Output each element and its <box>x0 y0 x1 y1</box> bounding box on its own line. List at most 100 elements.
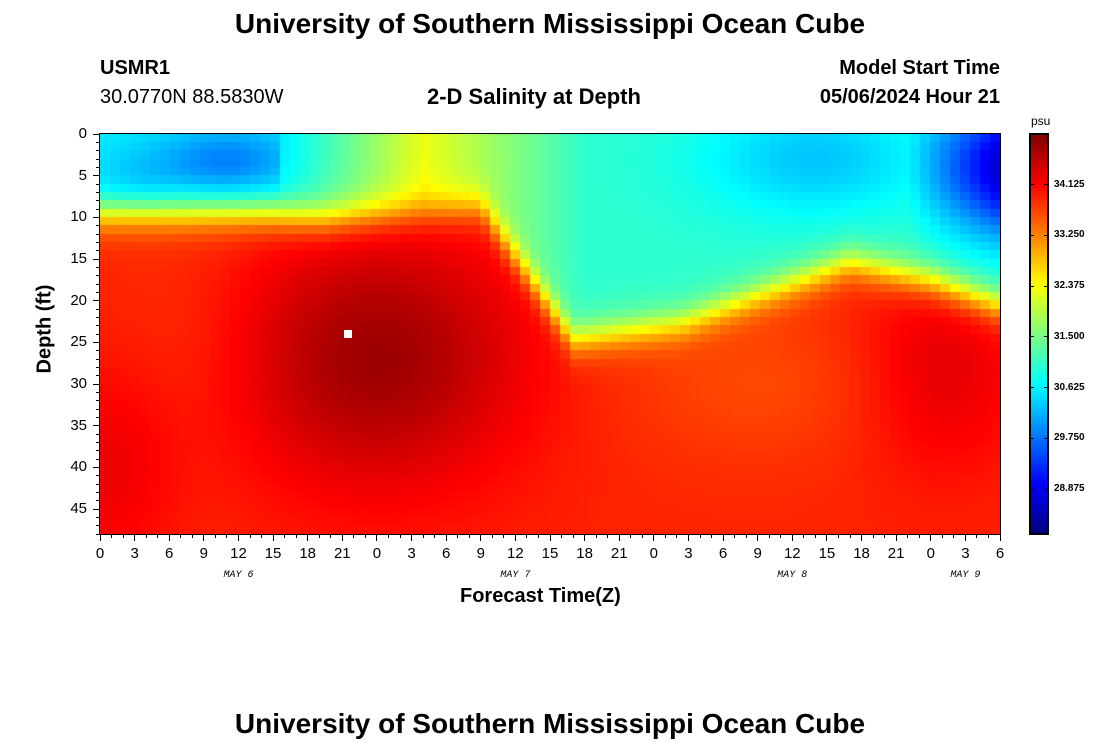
y-tick-mark <box>93 216 100 218</box>
colorbar-tick-mark <box>1044 488 1049 490</box>
y-minor-tick-mark <box>96 375 100 377</box>
y-minor-tick-mark <box>96 241 100 243</box>
y-minor-tick-mark <box>96 266 100 268</box>
x-minor-tick-mark <box>399 534 401 538</box>
y-minor-tick-mark <box>96 233 100 235</box>
y-tick-label: 20 <box>70 291 87 309</box>
x-tick-label: 18 <box>576 545 593 562</box>
colorbar-unit: psu <box>1031 114 1051 128</box>
y-tick-label: 40 <box>70 458 87 476</box>
x-tick-label: 12 <box>230 545 247 562</box>
colorbar-tick-mark <box>1029 387 1034 389</box>
x-tick-mark <box>99 534 101 541</box>
x-minor-tick-mark <box>641 534 643 538</box>
y-minor-tick-mark <box>96 525 100 527</box>
x-tick-mark <box>203 534 205 541</box>
y-tick-mark <box>93 466 100 468</box>
y-minor-tick-mark <box>96 391 100 393</box>
y-minor-tick-mark <box>96 533 100 535</box>
x-minor-tick-mark <box>111 534 113 538</box>
x-minor-tick-mark <box>191 534 193 538</box>
x-minor-tick-mark <box>630 534 632 538</box>
x-tick-label: 12 <box>783 545 801 562</box>
x-minor-tick-mark <box>918 534 920 538</box>
station-marker <box>344 330 353 338</box>
x-tick-mark <box>549 534 551 541</box>
x-minor-tick-mark <box>468 534 470 538</box>
y-minor-tick-mark <box>96 441 100 443</box>
x-minor-tick-mark <box>884 534 886 538</box>
colorbar <box>1031 134 1049 534</box>
x-tick-mark <box>653 534 655 541</box>
x-axis-title: Forecast Time(Z) <box>460 585 621 607</box>
x-tick-mark <box>757 534 759 541</box>
y-tick-mark <box>93 133 100 135</box>
x-tick-mark <box>584 534 586 541</box>
x-minor-tick-mark <box>595 534 597 538</box>
x-tick-mark <box>307 534 309 541</box>
x-tick-label: 0 <box>926 545 935 562</box>
colorbar-tick-mark <box>1029 437 1034 439</box>
x-minor-tick-mark <box>907 534 909 538</box>
y-minor-tick-mark <box>96 408 100 410</box>
x-tick-mark <box>341 534 343 541</box>
colorbar-tick-mark <box>1044 234 1049 236</box>
x-minor-tick-mark <box>780 534 782 538</box>
y-minor-tick-mark <box>96 183 100 185</box>
x-minor-tick-mark <box>364 534 366 538</box>
x-minor-tick-mark <box>249 534 251 538</box>
colorbar-tick-mark <box>1029 184 1034 186</box>
x-tick-label: 0 <box>372 545 382 562</box>
y-minor-tick-mark <box>96 433 100 435</box>
y-tick-label: 5 <box>78 166 87 184</box>
y-minor-tick-mark <box>96 250 100 252</box>
y-tick-mark <box>93 425 100 427</box>
x-minor-tick-mark <box>434 534 436 538</box>
x-minor-tick-mark <box>422 534 424 538</box>
y-tick-label: 35 <box>70 416 87 434</box>
x-day-label: MAY 6 <box>223 570 254 581</box>
x-minor-tick-mark <box>145 534 147 538</box>
x-minor-tick-mark <box>607 534 609 538</box>
x-tick-mark <box>999 534 1001 541</box>
x-tick-label: 15 <box>818 545 836 562</box>
x-minor-tick-mark <box>491 534 493 538</box>
x-minor-tick-mark <box>157 534 159 538</box>
y-minor-tick-mark <box>96 225 100 227</box>
x-minor-tick-mark <box>803 534 805 538</box>
x-tick-mark <box>272 534 274 541</box>
x-minor-tick-mark <box>180 534 182 538</box>
page-title-bottom: University of Southern Mississippi Ocean… <box>234 708 866 739</box>
y-minor-tick-mark <box>96 475 100 477</box>
x-minor-tick-mark <box>122 534 124 538</box>
x-tick-mark <box>861 534 863 541</box>
x-tick-mark <box>618 534 620 541</box>
plot-frame <box>99 133 1001 535</box>
x-minor-tick-mark <box>976 534 978 538</box>
x-minor-tick-mark <box>537 534 539 538</box>
y-minor-tick-mark <box>96 200 100 202</box>
colorbar-tick-label: 32.375 <box>1054 280 1085 292</box>
x-tick-label: 15 <box>541 545 559 562</box>
y-tick-label: 10 <box>70 208 87 226</box>
x-tick-label: 12 <box>507 545 524 562</box>
y-minor-tick-mark <box>96 500 100 502</box>
y-tick-label: 30 <box>70 375 87 392</box>
x-tick-label: 9 <box>199 545 209 562</box>
x-tick-label: 15 <box>264 545 282 562</box>
y-minor-tick-mark <box>96 275 100 277</box>
x-tick-mark <box>411 534 413 541</box>
x-day-label: MAY 8 <box>777 570 808 581</box>
page-title: University of Southern Mississippi Ocean… <box>234 8 866 39</box>
x-minor-tick-mark <box>214 534 216 538</box>
colorbar-frame <box>1029 133 1049 535</box>
x-minor-tick-mark <box>734 534 736 538</box>
y-tick-mark <box>93 258 100 260</box>
colorbar-tick-label: 30.625 <box>1054 381 1085 393</box>
x-tick-label: 6 <box>718 545 728 562</box>
y-tick-mark <box>93 175 100 177</box>
x-minor-tick-mark <box>387 534 389 538</box>
x-minor-tick-mark <box>526 534 528 538</box>
x-tick-label: 3 <box>684 545 693 562</box>
colorbar-tick-mark <box>1044 437 1049 439</box>
